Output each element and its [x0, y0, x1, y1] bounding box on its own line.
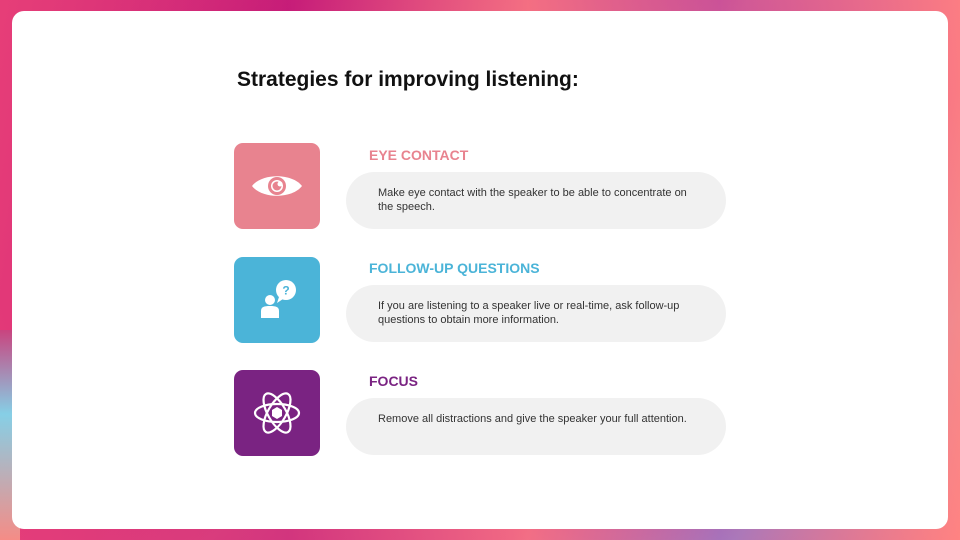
eye-contact-pill: Make eye contact with the speaker to be … [346, 172, 726, 229]
slide-title: Strategies for improving listening: [237, 68, 579, 91]
eye-contact-text: Make eye contact with the speaker to be … [378, 187, 687, 213]
svg-text:?: ? [282, 284, 289, 298]
atom-icon [253, 392, 301, 434]
eye-contact-icon-box [234, 143, 320, 229]
focus-heading: FOCUS [369, 373, 418, 389]
focus-text: Remove all distractions and give the spe… [378, 413, 687, 425]
focus-pill: Remove all distractions and give the spe… [346, 398, 726, 455]
eye-contact-heading: EYE CONTACT [369, 147, 469, 163]
eye-icon [252, 176, 302, 196]
person-question-icon: ? [261, 280, 296, 318]
focus-icon-box [234, 370, 320, 456]
follow-up-text: If you are listening to a speaker live o… [378, 300, 680, 326]
follow-up-icon-box: ? [234, 257, 320, 343]
follow-up-heading: FOLLOW-UP QUESTIONS [369, 260, 540, 276]
follow-up-pill: If you are listening to a speaker live o… [346, 285, 726, 342]
